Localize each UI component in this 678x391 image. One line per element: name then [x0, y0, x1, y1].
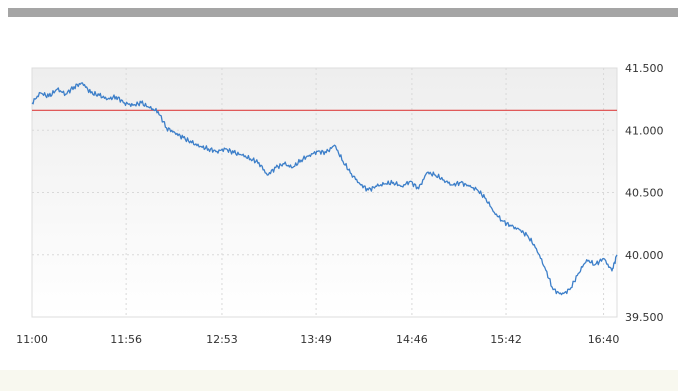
x-tick-label: 15:42 — [490, 333, 522, 346]
plot-area — [31, 67, 618, 318]
x-tick-label: 16:40 — [588, 333, 620, 346]
y-tick-label: 41.000 — [625, 124, 664, 137]
x-tick-label: 11:00 — [16, 333, 48, 346]
bottom-strip — [0, 370, 678, 391]
y-tick-label: 41.500 — [625, 62, 664, 75]
top-bar — [8, 8, 678, 17]
x-tick-label: 11:56 — [110, 333, 142, 346]
y-tick-label: 39.500 — [625, 311, 664, 324]
price-series-line — [31, 82, 618, 296]
x-tick-label: 12:53 — [206, 333, 238, 346]
x-axis: 11:00 11:56 12:53 13:49 14:46 15:42 16:40 — [16, 333, 619, 346]
x-tick-label: 14:46 — [396, 333, 428, 346]
series-group — [31, 82, 618, 296]
grid — [32, 68, 617, 317]
y-tick-label: 40.500 — [625, 187, 664, 200]
y-axis: 41.500 41.000 40.500 40.000 39.500 — [625, 62, 664, 324]
price-line-chart: 41.500 41.000 40.500 40.000 39.500 11:00 11:5… — [16, 62, 664, 346]
x-tick-label: 13:49 — [300, 333, 332, 346]
y-tick-label: 40.000 — [625, 249, 664, 262]
